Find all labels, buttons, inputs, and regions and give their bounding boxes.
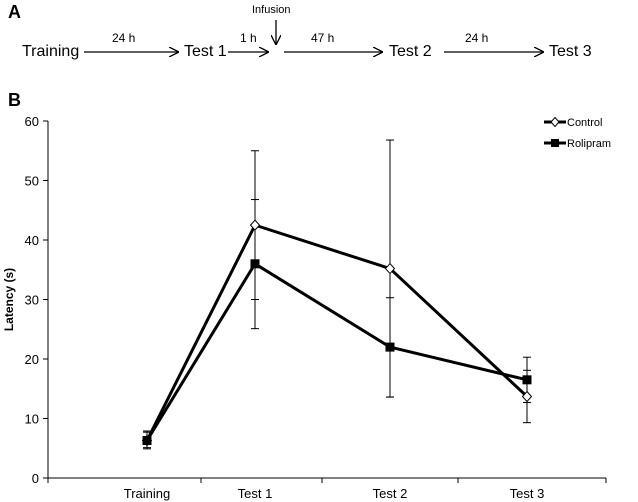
timeline-interval-3: 47 h: [311, 31, 335, 45]
timeline-arrows: [84, 20, 638, 80]
rolipram-point: [142, 436, 152, 446]
legend-rolipram-marker: [551, 139, 559, 147]
rolipram-point: [250, 259, 260, 269]
timeline-stage-test2: Test 2: [389, 43, 432, 60]
y-tick-label: 10: [25, 412, 39, 427]
rolipram-series-line: [145, 262, 528, 442]
y-tick-label: 60: [25, 114, 39, 129]
timeline-stage-training: Training: [22, 43, 80, 60]
x-tick-label: Test 3: [510, 486, 545, 501]
legend-control-marker: [550, 116, 560, 128]
timeline-interval-2: 1 h: [240, 31, 257, 45]
y-axis-label: Latency (s): [2, 268, 16, 331]
latency-chart: 0 10 20 30 40 50 60 Training Test 1 Test 2 Test 3 L…: [2, 114, 611, 501]
timeline-interval-1: 24 h: [112, 31, 136, 45]
x-tick-label: Training: [124, 486, 170, 501]
control-series-line: [145, 223, 529, 442]
legend-control-label: Control: [567, 117, 602, 129]
x-tick-label: Test 2: [373, 486, 408, 501]
y-tick-label: 50: [25, 174, 39, 189]
control-point: [521, 390, 533, 403]
panel-a-letter: A: [8, 2, 21, 22]
panel-b-letter: B: [8, 90, 21, 110]
control-point: [384, 262, 396, 275]
x-tick-label: Test 1: [238, 486, 273, 501]
timeline-interval-4: 24 h: [465, 31, 489, 45]
y-tick-label: 20: [25, 352, 39, 367]
y-tick-label: 40: [25, 233, 39, 248]
control-point: [249, 219, 261, 231]
y-tick-label: 30: [25, 293, 39, 308]
timeline-stage-test3: Test 3: [549, 43, 592, 60]
rolipram-point: [385, 342, 395, 352]
timeline-stage-test1: Test 1: [184, 43, 227, 60]
y-tick-label: 0: [32, 471, 39, 486]
legend-rolipram-label: Rolipram: [567, 138, 611, 150]
timeline-infusion-label: Infusion: [252, 4, 291, 16]
rolipram-point: [522, 375, 532, 385]
